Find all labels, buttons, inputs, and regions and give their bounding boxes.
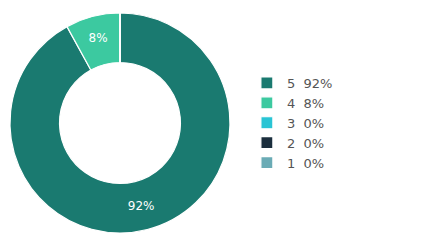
svg-text:1 0%: 1 0% <box>287 156 324 171</box>
svg-text:8%: 8% <box>89 31 108 45</box>
svg-text:4 8%: 4 8% <box>287 96 324 111</box>
svg-text:92%: 92% <box>128 199 155 213</box>
svg-text:3 0%: 3 0% <box>287 116 324 131</box>
svg-text:2 0%: 2 0% <box>287 136 324 151</box>
svg-text:5 92%: 5 92% <box>287 76 332 91</box>
